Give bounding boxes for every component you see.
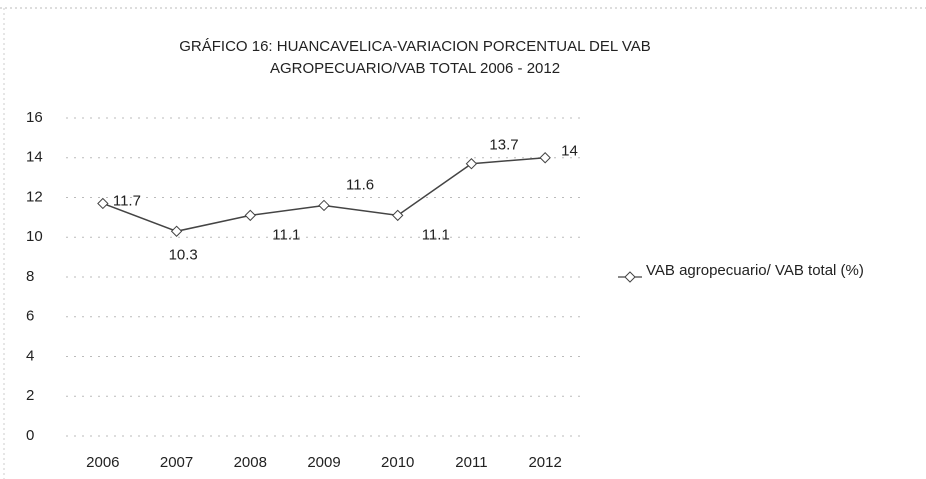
- series-line: [102, 157, 546, 233]
- y-tick-label: 6: [26, 308, 34, 325]
- data-label: 11.1: [272, 226, 300, 243]
- x-tick-label: 2012: [528, 454, 561, 471]
- point-marker: [244, 209, 256, 222]
- chart-title: GRÁFICO 16: HUANCAVELICA-VARIACION PORCE…: [179, 38, 651, 77]
- data-label: 11.6: [346, 176, 374, 193]
- y-tick-label: 4: [26, 347, 34, 364]
- point-marker: [539, 152, 551, 164]
- data-label: 10.3: [169, 246, 198, 263]
- y-tick-label: 2: [26, 387, 34, 404]
- y-tick-label: 16: [26, 109, 43, 126]
- point-marker: [465, 158, 478, 170]
- data-label: 13.7: [489, 137, 518, 154]
- y-tick-label: 0: [26, 427, 34, 444]
- data-label: 14: [561, 143, 578, 160]
- x-tick-label: 2008: [234, 454, 267, 471]
- x-tick-label: 2007: [160, 454, 193, 471]
- point-marker: [97, 197, 109, 210]
- legend-marker: [624, 271, 636, 283]
- point-marker: [170, 225, 183, 237]
- x-tick-label: 2011: [455, 454, 487, 471]
- x-tick-label: 2006: [86, 454, 119, 471]
- y-tick-label: 10: [26, 228, 43, 245]
- data-label: 11.1: [422, 226, 450, 243]
- x-tick-label: 2010: [381, 454, 414, 471]
- legend-label: VAB agropecuario/ VAB total (%): [646, 262, 864, 279]
- point-marker: [318, 199, 330, 212]
- x-tick-label: 2009: [307, 454, 340, 471]
- y-tick-label: 8: [26, 268, 34, 285]
- point-marker: [392, 209, 404, 222]
- data-label: 11.7: [113, 192, 141, 209]
- y-tick-label: 12: [26, 188, 43, 205]
- y-tick-label: 14: [26, 149, 43, 166]
